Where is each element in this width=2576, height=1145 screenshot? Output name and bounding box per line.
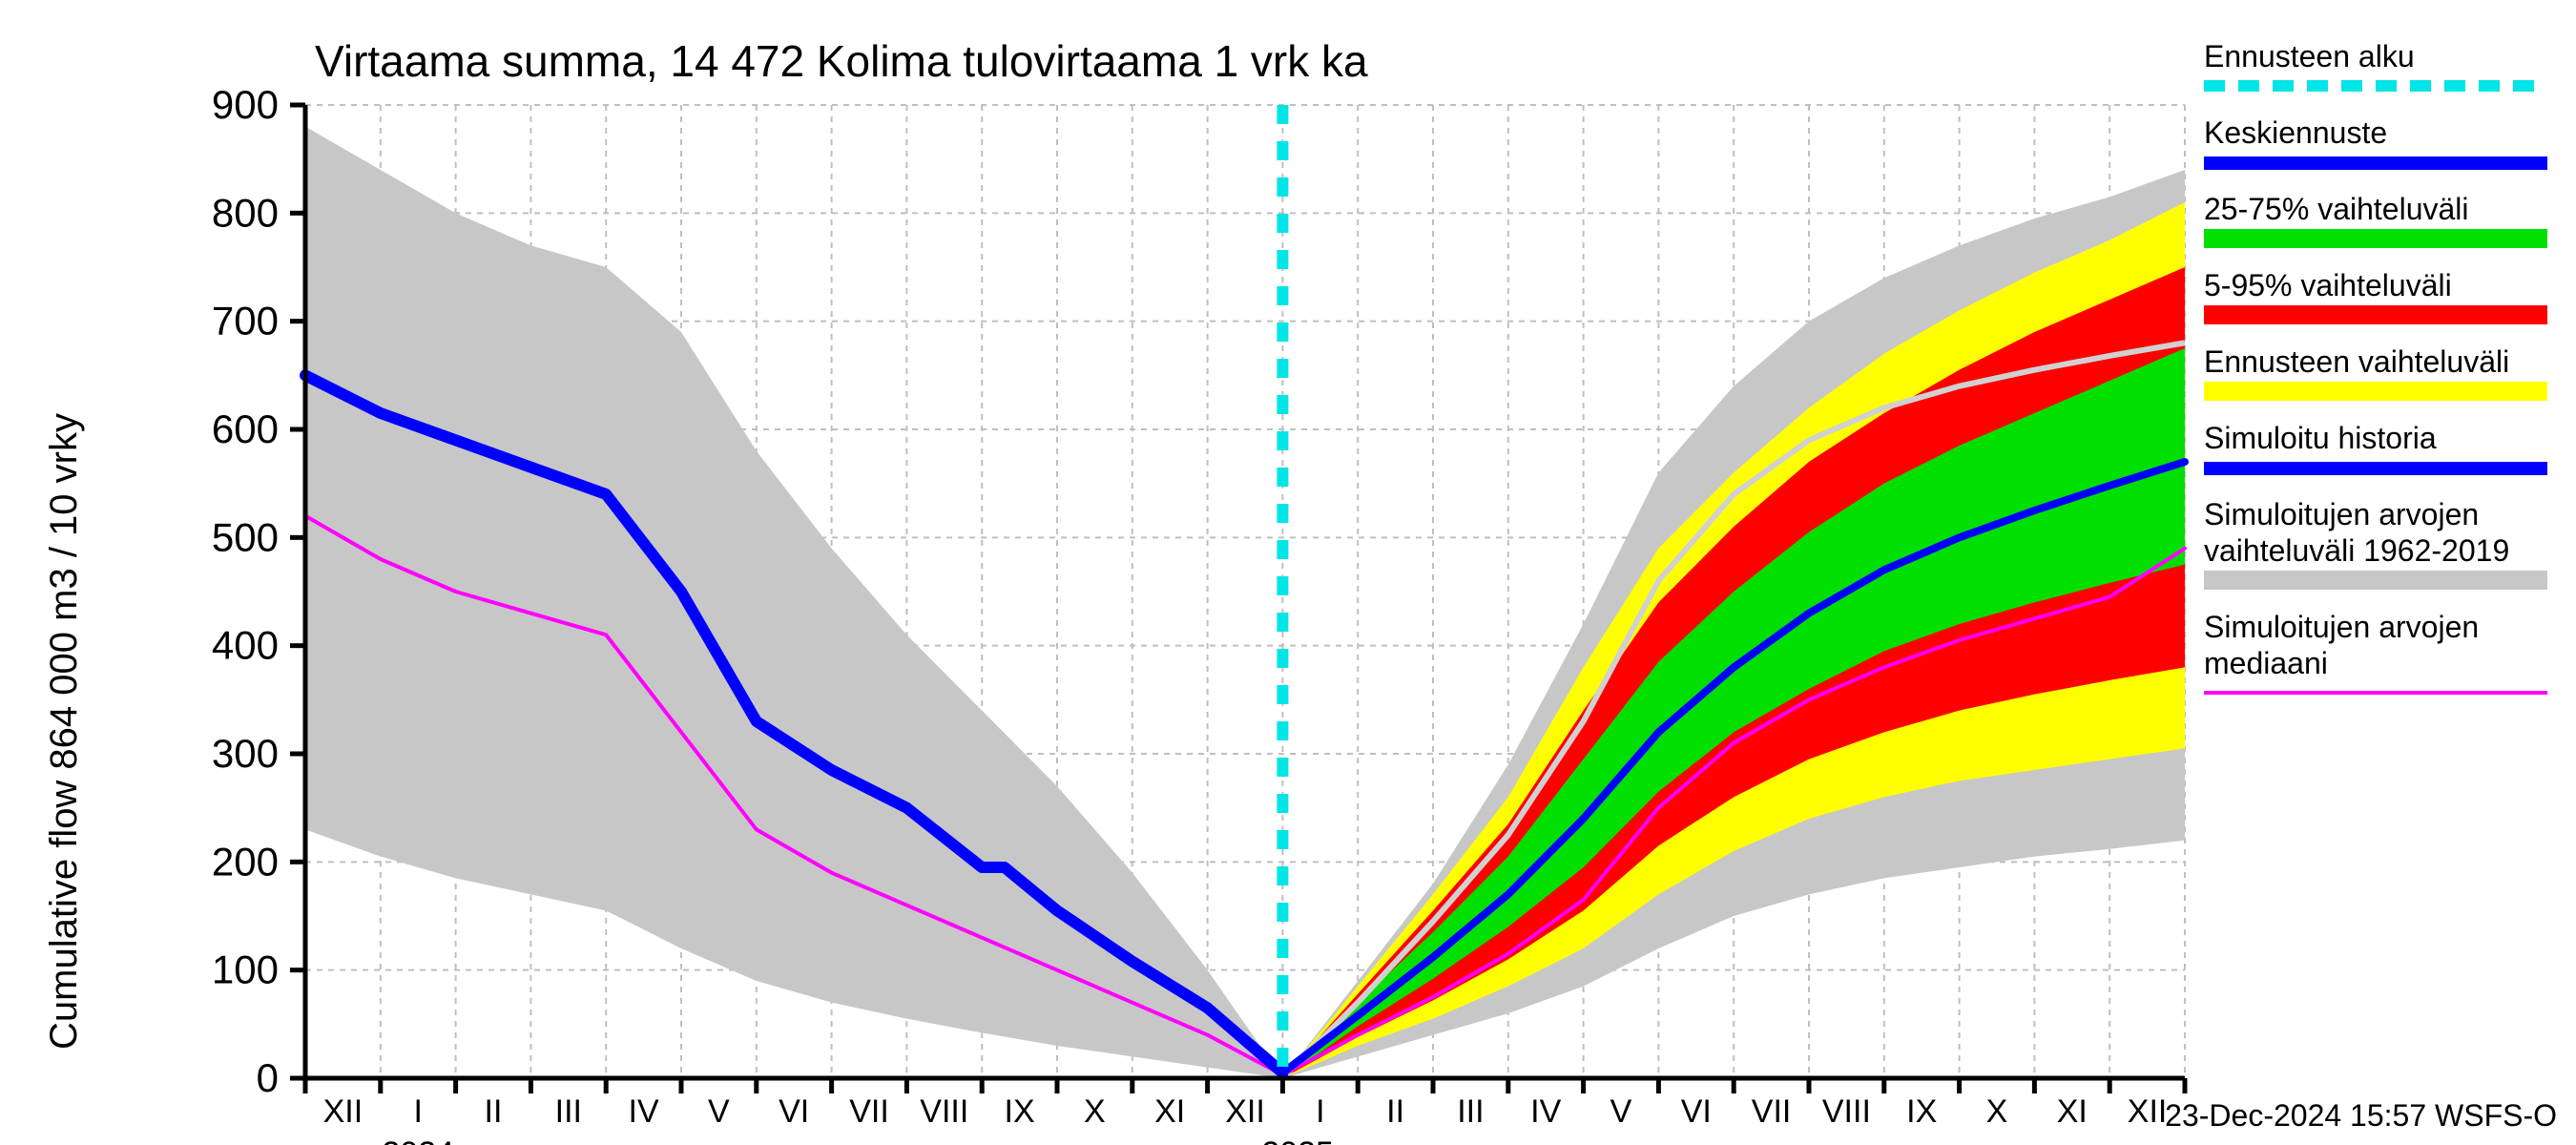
- svg-text:IV: IV: [1530, 1093, 1561, 1130]
- svg-text:400: 400: [212, 623, 279, 668]
- cumulative-flow-chart: 0100200300400500600700800900XIIIIIIIIIVV…: [0, 0, 2576, 1145]
- svg-text:X: X: [1986, 1093, 2008, 1130]
- svg-text:VI: VI: [1681, 1093, 1712, 1130]
- svg-text:V: V: [708, 1093, 730, 1130]
- svg-text:mediaani: mediaani: [2204, 646, 2328, 680]
- svg-text:0: 0: [257, 1055, 279, 1100]
- chart-footer: 23-Dec-2024 15:57 WSFS-O: [2165, 1098, 2557, 1133]
- svg-text:V: V: [1610, 1093, 1632, 1130]
- svg-text:Ennusteen vaihteluväli: Ennusteen vaihteluväli: [2204, 344, 2509, 379]
- chart-title: Virtaama summa, 14 472 Kolima tulovirtaa…: [315, 36, 1368, 86]
- svg-text:vaihteluväli 1962-2019: vaihteluväli 1962-2019: [2204, 533, 2509, 568]
- svg-text:VII: VII: [1752, 1093, 1792, 1130]
- svg-text:III: III: [555, 1093, 582, 1130]
- svg-text:900: 900: [212, 82, 279, 127]
- svg-text:VI: VI: [779, 1093, 809, 1130]
- svg-text:Simuloitujen arvojen: Simuloitujen arvojen: [2204, 610, 2479, 644]
- svg-text:XI: XI: [2057, 1093, 2088, 1130]
- svg-text:XII: XII: [2128, 1093, 2168, 1130]
- svg-text:Simuloitu historia: Simuloitu historia: [2204, 421, 2437, 455]
- svg-text:XI: XI: [1154, 1093, 1185, 1130]
- chart-container: 0100200300400500600700800900XIIIIIIIIIVV…: [0, 0, 2576, 1145]
- svg-text:500: 500: [212, 514, 279, 559]
- svg-text:Ennusteen alku: Ennusteen alku: [2204, 39, 2415, 73]
- svg-text:II: II: [485, 1093, 503, 1130]
- svg-text:IX: IX: [1005, 1093, 1035, 1130]
- svg-text:25-75% vaihteluväli: 25-75% vaihteluväli: [2204, 192, 2469, 226]
- svg-text:100: 100: [212, 947, 279, 992]
- svg-text:III: III: [1457, 1093, 1484, 1130]
- svg-text:X: X: [1084, 1093, 1106, 1130]
- svg-text:2024: 2024: [382, 1135, 454, 1145]
- svg-text:2025: 2025: [1261, 1135, 1334, 1145]
- svg-text:800: 800: [212, 190, 279, 235]
- svg-text:XII: XII: [323, 1093, 364, 1130]
- svg-text:VII: VII: [849, 1093, 889, 1130]
- svg-text:IX: IX: [1906, 1093, 1937, 1130]
- svg-text:600: 600: [212, 406, 279, 451]
- svg-text:Keskiennuste: Keskiennuste: [2204, 115, 2387, 150]
- svg-text:IV: IV: [629, 1093, 659, 1130]
- svg-text:XII: XII: [1225, 1093, 1265, 1130]
- svg-text:5-95% vaihteluväli: 5-95% vaihteluväli: [2204, 268, 2452, 302]
- svg-text:700: 700: [212, 299, 279, 344]
- svg-text:VIII: VIII: [920, 1093, 968, 1130]
- svg-text:Simuloitujen arvojen: Simuloitujen arvojen: [2204, 497, 2479, 531]
- y-axis-label: Cumulative flow 864 000 m3 / 10 vrky: [43, 413, 85, 1050]
- svg-text:200: 200: [212, 839, 279, 884]
- svg-text:VIII: VIII: [1822, 1093, 1871, 1130]
- svg-text:I: I: [1316, 1093, 1324, 1130]
- svg-text:I: I: [413, 1093, 422, 1130]
- svg-text:II: II: [1386, 1093, 1404, 1130]
- svg-text:300: 300: [212, 731, 279, 776]
